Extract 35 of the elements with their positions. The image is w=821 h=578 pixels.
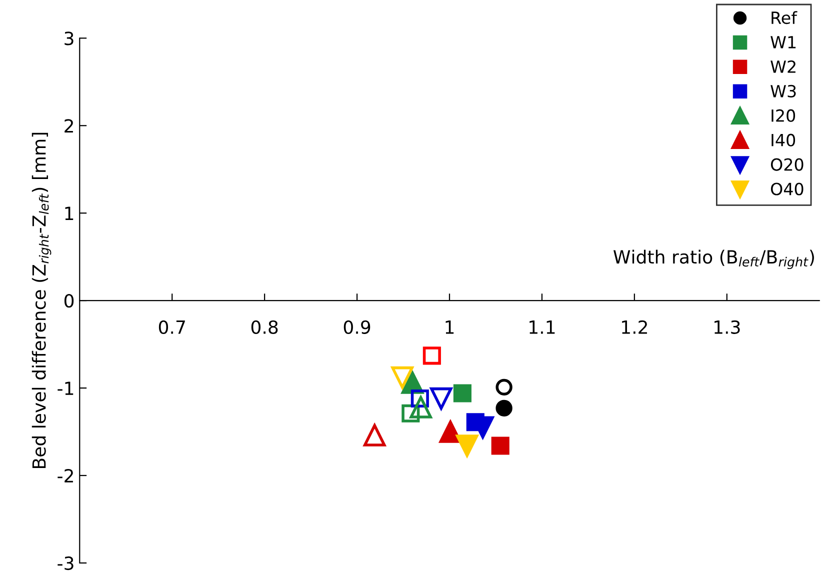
point <box>496 400 512 416</box>
y-axis-title: Bed level difference (Z$_{right}$-Z$_{left}$) [mm] <box>32 132 52 468</box>
point <box>422 346 441 365</box>
x-tick-label: 0.7 <box>158 320 185 334</box>
y-tick-label: 2 <box>64 119 73 132</box>
x-tick-label: 1 <box>446 320 454 334</box>
y-tick-label: -3 <box>58 556 74 570</box>
y-tick-label: -1 <box>58 382 74 395</box>
x-tick-label: 0.9 <box>344 320 370 334</box>
legend-label: W1 <box>770 36 796 48</box>
y-tick-label: -2 <box>58 468 73 482</box>
point <box>453 384 472 402</box>
x-tick-label: 1.1 <box>530 320 555 334</box>
x-tick-label: 1.3 <box>714 320 740 334</box>
point <box>391 366 414 389</box>
legend-label: O20 <box>770 158 804 171</box>
y-tick-label: 3 <box>64 32 74 46</box>
legend-label: I20 <box>772 109 796 122</box>
x-axis-title: Width ratio (B$_{left}$/B$_{right}$) <box>613 250 814 270</box>
point <box>410 396 432 418</box>
x-tick-label: 1.2 <box>622 320 647 334</box>
legend-label: W3 <box>770 84 796 98</box>
point <box>363 424 386 446</box>
y-tick-label: 1 <box>65 206 74 220</box>
point <box>456 434 478 457</box>
legend-label: O40 <box>770 182 804 196</box>
legend-label: Ref <box>772 11 798 24</box>
point <box>430 387 452 410</box>
point <box>402 404 420 422</box>
y-tick-label: 0 <box>64 294 74 308</box>
legend-label: W2 <box>770 60 796 73</box>
legend-label: I40 <box>772 134 796 146</box>
point <box>496 378 512 396</box>
point <box>491 436 510 455</box>
x-tick-label: 0.8 <box>251 320 278 334</box>
